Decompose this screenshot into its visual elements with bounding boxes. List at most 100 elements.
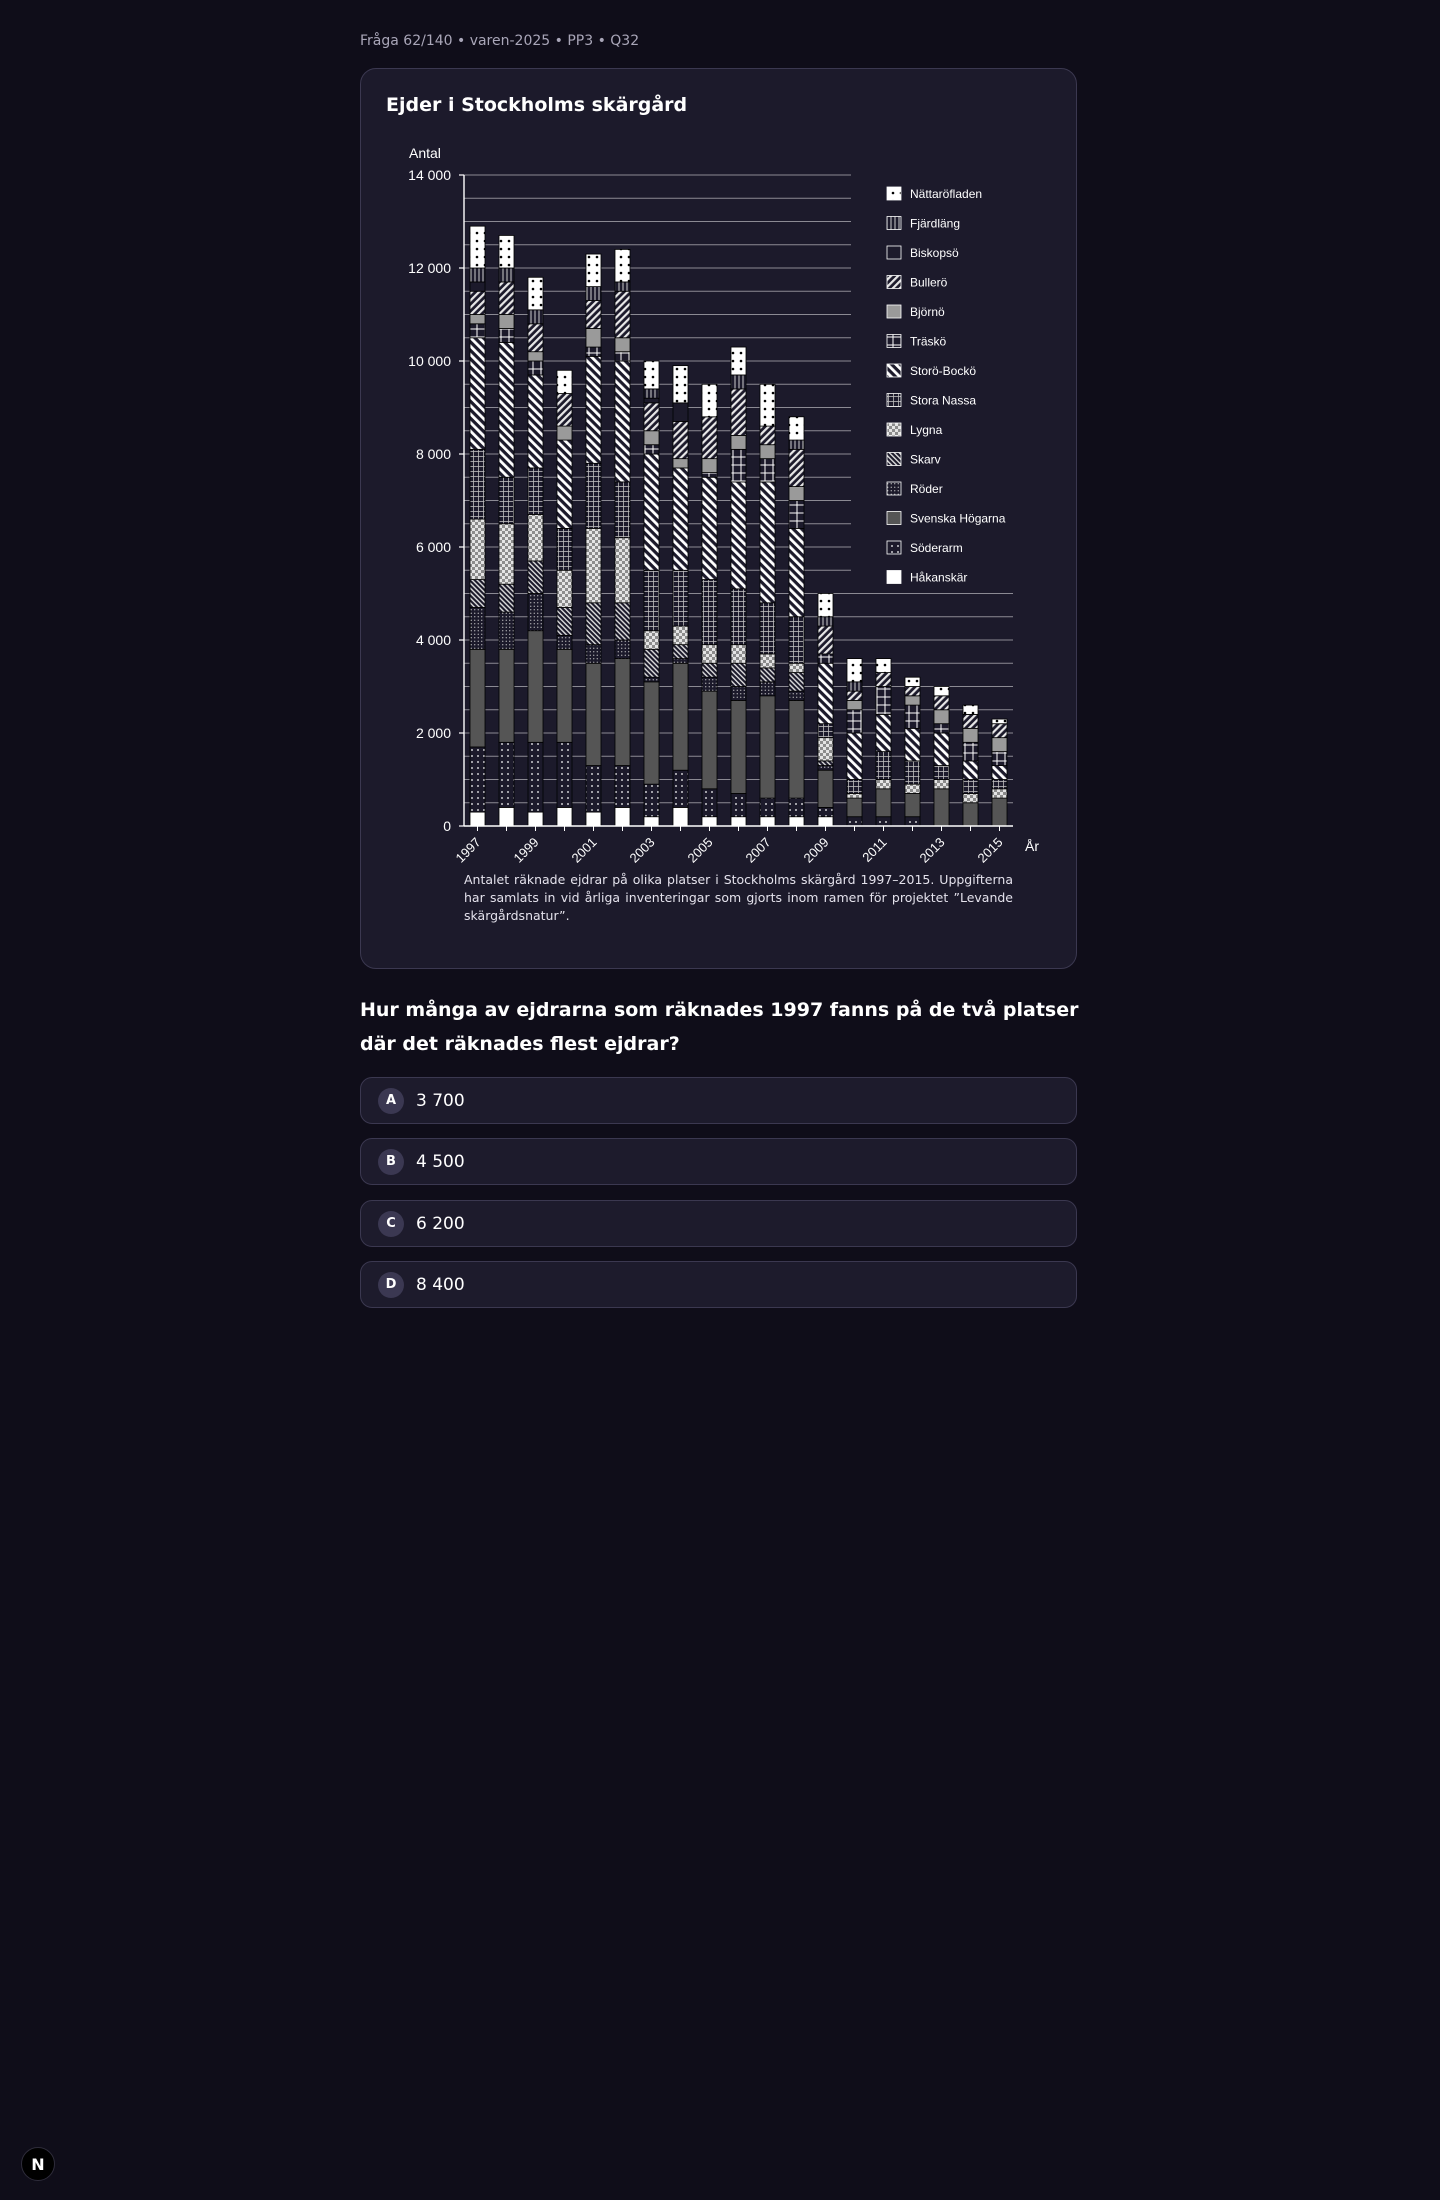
bar-segment: [701, 690, 718, 790]
x-tick-label: 1997: [453, 835, 484, 866]
legend-swatch: [886, 275, 902, 289]
bar-segment: [498, 476, 515, 525]
bar-segment: [614, 602, 631, 641]
bar-segment: [498, 235, 515, 269]
bar-segment: [962, 714, 979, 729]
bar-segment: [962, 779, 979, 794]
bar-segment: [701, 472, 718, 478]
bar-segment: [498, 611, 515, 650]
bar-segment: [672, 769, 689, 808]
bar-segment: [933, 788, 950, 827]
bar-segment: [730, 700, 747, 794]
answer-option-d[interactable]: D 8 400: [360, 1261, 1077, 1308]
bar-segment: [672, 365, 689, 404]
bar-segment: [730, 434, 747, 450]
bar-segment: [701, 644, 718, 664]
bar-segment: [788, 816, 805, 827]
legend-swatch: [886, 422, 902, 437]
bar-segment: [846, 797, 863, 818]
bar-segment: [498, 523, 515, 585]
bar-segment: [759, 816, 776, 827]
bar-segment: [469, 290, 486, 315]
bar-segment: [556, 393, 573, 427]
bar-segment: [556, 369, 573, 394]
bar-segment: [672, 625, 689, 646]
bar-segment: [527, 741, 544, 813]
bar-segment: [672, 458, 689, 469]
bar-segment: [556, 527, 573, 571]
x-tick-label: 2011: [859, 835, 889, 865]
bar-segment: [904, 695, 921, 706]
bar-segment: [933, 709, 950, 725]
bar-segment: [614, 658, 631, 766]
legend-label: Biskopsö: [910, 246, 959, 260]
legend-swatch: [886, 334, 902, 348]
x-tick-label: 2001: [569, 835, 600, 866]
bar-segment: [730, 448, 747, 483]
legend-swatch: [886, 186, 902, 201]
bar-segment: [991, 723, 1008, 739]
bar-segment: [904, 793, 921, 818]
bar-segment: [730, 388, 747, 436]
bar-segment: [585, 300, 602, 329]
answer-option-b[interactable]: B 4 500: [360, 1138, 1077, 1185]
bar-segment: [759, 458, 776, 483]
bar-segment: [759, 681, 776, 697]
app-logo-button[interactable]: N: [21, 2147, 55, 2181]
bar-segment: [556, 569, 573, 608]
bar-segment: [498, 314, 515, 329]
bar-segment: [817, 760, 834, 766]
bar-segment: [904, 686, 921, 697]
bar-segment: [585, 602, 602, 646]
bar-segment: [614, 248, 631, 283]
bar-segment: [846, 816, 863, 827]
bar-segment: [933, 779, 950, 790]
bar-segment: [556, 807, 573, 827]
bar-segment: [788, 527, 805, 618]
answer-option-a[interactable]: A 3 700: [360, 1077, 1077, 1124]
bar-segment: [817, 625, 834, 655]
bar-segment: [527, 360, 544, 376]
chart-card-title: Ejder i Stockholms skärgård: [386, 94, 688, 116]
bar-segment: [614, 351, 631, 362]
bar-segment: [672, 644, 689, 660]
bar-segment: [643, 676, 660, 683]
bar-segment: [846, 690, 863, 701]
bar-segment: [788, 700, 805, 799]
bar-segment: [585, 328, 602, 348]
bar-segment: [730, 481, 747, 590]
bar-segment: [991, 718, 1008, 725]
x-tick-label: 1999: [511, 835, 542, 866]
bar-segment: [585, 286, 602, 301]
bar-segment: [759, 481, 776, 604]
bar-segment: [498, 741, 515, 808]
bar-segment: [846, 709, 863, 734]
y-tick-label: 0: [443, 818, 451, 834]
bar-segment: [527, 593, 544, 632]
bar-segment: [759, 383, 776, 427]
bar-segment: [846, 658, 863, 683]
bar-segment: [614, 807, 631, 827]
bar-segment: [643, 360, 660, 390]
bar-segment: [817, 662, 834, 725]
bar-segment: [614, 537, 631, 604]
bar-segment: [962, 802, 979, 827]
legend-label: Lygna: [910, 423, 943, 437]
bar-segment: [904, 704, 921, 729]
bar-segment: [498, 583, 515, 613]
bar-segment: [614, 290, 631, 339]
bar-segment: [962, 704, 979, 715]
bar-segment: [817, 723, 834, 739]
legend-label: Skarv: [910, 453, 941, 467]
bar-segment: [759, 653, 776, 669]
bar-segment: [585, 462, 602, 529]
legend-swatch: [886, 304, 902, 319]
bar-segment: [643, 681, 660, 785]
bar-segment: [469, 579, 486, 608]
bar-segment: [759, 667, 776, 683]
bar-segment: [991, 751, 1008, 766]
option-label: 4 500: [416, 1151, 465, 1172]
answer-option-c[interactable]: C 6 200: [360, 1200, 1077, 1247]
bar-segment: [672, 658, 689, 664]
bar-segment: [788, 416, 805, 441]
